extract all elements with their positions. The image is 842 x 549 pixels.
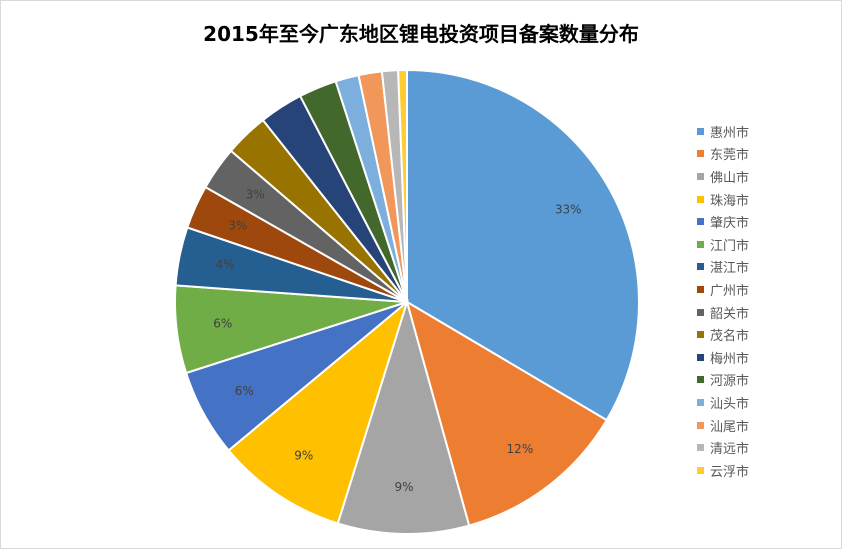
slice-label: 6%	[235, 384, 254, 398]
legend-item: 河源市	[697, 369, 749, 392]
legend-swatch	[697, 127, 704, 135]
legend-item: 湛江市	[697, 256, 749, 279]
legend-label: 东莞市	[710, 148, 750, 164]
legend-label: 惠州市	[710, 125, 750, 141]
chart-legend: 惠州市东莞市佛山市珠海市肇庆市江门市湛江市广州市韶关市茂名市梅州市河源市汕头市汕…	[697, 120, 749, 482]
slice-label: 3%	[228, 218, 247, 232]
legend-label: 汕头市	[710, 396, 750, 412]
slice-label: 6%	[213, 317, 232, 331]
slice-label: 3%	[246, 188, 265, 202]
pie-slice	[227, 299, 409, 525]
legend-label: 清远市	[710, 442, 750, 458]
legend-swatch	[697, 263, 704, 271]
legend-label: 梅州市	[710, 351, 750, 367]
pie-slice	[336, 298, 471, 535]
legend-label: 肇庆市	[710, 216, 750, 232]
legend-item: 茂名市	[697, 323, 749, 346]
legend-item: 东莞市	[697, 143, 749, 166]
legend-swatch	[697, 331, 704, 339]
legend-swatch	[697, 398, 704, 406]
pie-slice	[405, 299, 609, 527]
legend-label: 茂名市	[710, 329, 750, 345]
legend-item: 江门市	[697, 233, 749, 256]
legend-label: 河源市	[710, 374, 750, 390]
legend-swatch	[697, 466, 704, 474]
legend-swatch	[697, 195, 704, 203]
legend-item: 惠州市	[697, 120, 749, 143]
legend-item: 珠海市	[697, 188, 749, 211]
legend-item: 云浮市	[697, 459, 749, 482]
slice-label: 9%	[395, 480, 414, 494]
pie-slice	[406, 68, 640, 422]
legend-label: 云浮市	[710, 464, 750, 480]
legend-item: 汕尾市	[697, 414, 749, 437]
legend-label: 广州市	[710, 283, 750, 299]
legend-swatch	[697, 240, 704, 248]
legend-item: 广州市	[697, 278, 749, 301]
pie-slice	[397, 68, 408, 303]
legend-item: 韶关市	[697, 301, 749, 324]
legend-item: 梅州市	[697, 346, 749, 369]
slice-label: 33%	[555, 203, 582, 217]
legend-swatch	[697, 444, 704, 452]
legend-swatch	[697, 376, 704, 384]
legend-label: 佛山市	[710, 170, 750, 186]
legend-swatch	[697, 218, 704, 226]
legend-swatch	[697, 308, 704, 316]
legend-item: 清远市	[697, 436, 749, 459]
legend-label: 汕尾市	[710, 419, 750, 435]
legend-swatch	[697, 285, 704, 293]
slice-label: 12%	[507, 442, 534, 456]
legend-label: 珠海市	[710, 193, 750, 209]
legend-item: 佛山市	[697, 165, 749, 188]
legend-label: 湛江市	[710, 261, 750, 277]
chart-title: 2015年至今广东地区锂电投资项目备案数量分布	[203, 22, 639, 46]
legend-swatch	[697, 172, 704, 180]
legend-swatch	[697, 150, 704, 158]
legend-label: 韶关市	[710, 306, 750, 322]
legend-swatch	[697, 353, 704, 361]
legend-swatch	[697, 421, 704, 429]
legend-item: 肇庆市	[697, 210, 749, 233]
slice-label: 4%	[216, 258, 235, 272]
slice-label: 9%	[294, 449, 313, 463]
legend-item: 汕头市	[697, 391, 749, 414]
legend-label: 江门市	[710, 238, 750, 254]
